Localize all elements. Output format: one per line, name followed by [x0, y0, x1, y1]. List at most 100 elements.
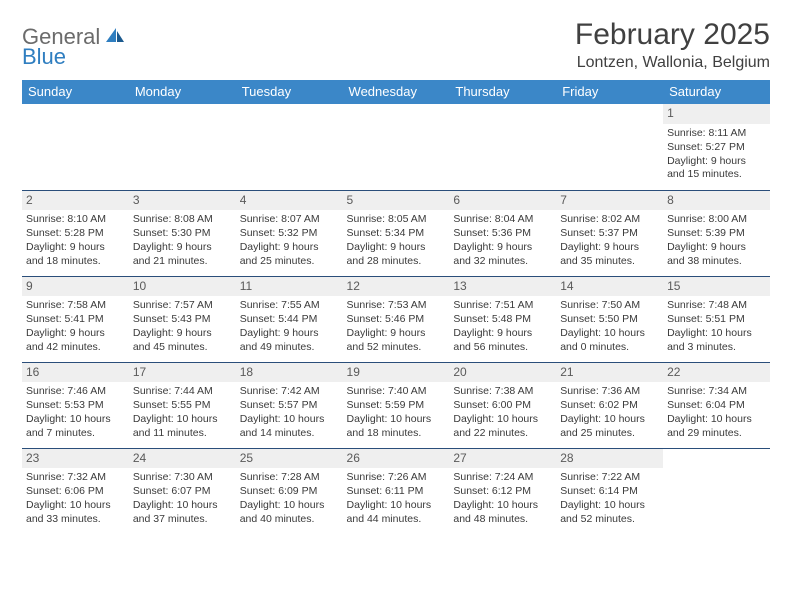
week-row: 1 Sunrise: 8:11 AMSunset: 5:27 PMDaylight…	[22, 104, 770, 190]
daylight-text: Daylight: 9 hours and 56 minutes.	[453, 327, 552, 355]
sunrise-text: Sunrise: 7:42 AM	[240, 385, 339, 399]
sunrise-text: Sunrise: 8:10 AM	[26, 213, 125, 227]
week-row: 23Sunrise: 7:32 AMSunset: 6:06 PMDayligh…	[22, 448, 770, 534]
sunset-text: Sunset: 5:27 PM	[667, 141, 766, 155]
daylight-text: Daylight: 10 hours and 48 minutes.	[453, 499, 552, 527]
daylight-text: Daylight: 10 hours and 22 minutes.	[453, 413, 552, 441]
weekday-header: Tuesday	[236, 80, 343, 104]
day-number: 18	[236, 363, 343, 383]
weekday-header-row: Sunday Monday Tuesday Wednesday Thursday…	[22, 80, 770, 104]
day-cell	[343, 104, 450, 190]
sunrise-text: Sunrise: 7:38 AM	[453, 385, 552, 399]
sunrise-text: Sunrise: 8:11 AM	[667, 127, 766, 141]
day-cell: 15Sunrise: 7:48 AMSunset: 5:51 PMDayligh…	[663, 276, 770, 362]
day-number: 21	[556, 363, 663, 383]
daylight-text: Daylight: 9 hours and 15 minutes.	[667, 155, 766, 183]
sunset-text: Sunset: 5:46 PM	[347, 313, 446, 327]
daylight-text: Daylight: 10 hours and 52 minutes.	[560, 499, 659, 527]
daylight-text: Daylight: 10 hours and 14 minutes.	[240, 413, 339, 441]
day-number: 16	[22, 363, 129, 383]
day-cell: 20Sunrise: 7:38 AMSunset: 6:00 PMDayligh…	[449, 362, 556, 448]
logo-sail-icon	[104, 26, 126, 49]
day-cell: 12Sunrise: 7:53 AMSunset: 5:46 PMDayligh…	[343, 276, 450, 362]
sunrise-text: Sunrise: 7:55 AM	[240, 299, 339, 313]
daylight-text: Daylight: 10 hours and 11 minutes.	[133, 413, 232, 441]
day-cell: 3Sunrise: 8:08 AMSunset: 5:30 PMDaylight…	[129, 190, 236, 276]
sunrise-text: Sunrise: 7:24 AM	[453, 471, 552, 485]
day-cell	[129, 104, 236, 190]
sunset-text: Sunset: 5:53 PM	[26, 399, 125, 413]
day-number: 4	[236, 191, 343, 211]
day-cell: 17Sunrise: 7:44 AMSunset: 5:55 PMDayligh…	[129, 362, 236, 448]
sunrise-text: Sunrise: 7:58 AM	[26, 299, 125, 313]
sunrise-text: Sunrise: 7:50 AM	[560, 299, 659, 313]
day-cell: 21Sunrise: 7:36 AMSunset: 6:02 PMDayligh…	[556, 362, 663, 448]
sunset-text: Sunset: 5:55 PM	[133, 399, 232, 413]
weekday-header: Sunday	[22, 80, 129, 104]
sunset-text: Sunset: 5:39 PM	[667, 227, 766, 241]
daylight-text: Daylight: 10 hours and 7 minutes.	[26, 413, 125, 441]
sunset-text: Sunset: 5:59 PM	[347, 399, 446, 413]
day-cell	[663, 448, 770, 534]
sunset-text: Sunset: 6:12 PM	[453, 485, 552, 499]
day-number: 22	[663, 363, 770, 383]
day-number: 3	[129, 191, 236, 211]
sunrise-text: Sunrise: 7:57 AM	[133, 299, 232, 313]
sunrise-text: Sunrise: 8:05 AM	[347, 213, 446, 227]
day-number: 11	[236, 277, 343, 297]
logo-text-blue: Blue	[22, 44, 66, 69]
day-cell: 10Sunrise: 7:57 AMSunset: 5:43 PMDayligh…	[129, 276, 236, 362]
day-number: 1	[663, 104, 770, 124]
sunrise-text: Sunrise: 8:08 AM	[133, 213, 232, 227]
sunset-text: Sunset: 5:41 PM	[26, 313, 125, 327]
day-number: 6	[449, 191, 556, 211]
weekday-header: Wednesday	[343, 80, 450, 104]
day-cell	[236, 104, 343, 190]
day-number: 27	[449, 449, 556, 469]
day-cell: 26Sunrise: 7:26 AMSunset: 6:11 PMDayligh…	[343, 448, 450, 534]
location: Lontzen, Wallonia, Belgium	[575, 54, 770, 72]
weekday-header: Friday	[556, 80, 663, 104]
day-cell: 14Sunrise: 7:50 AMSunset: 5:50 PMDayligh…	[556, 276, 663, 362]
sunrise-text: Sunrise: 8:07 AM	[240, 213, 339, 227]
day-cell: 1 Sunrise: 8:11 AMSunset: 5:27 PMDaylight…	[663, 104, 770, 190]
sunrise-text: Sunrise: 7:30 AM	[133, 471, 232, 485]
sunset-text: Sunset: 6:00 PM	[453, 399, 552, 413]
week-row: 2Sunrise: 8:10 AMSunset: 5:28 PMDaylight…	[22, 190, 770, 276]
sunset-text: Sunset: 5:37 PM	[560, 227, 659, 241]
sunset-text: Sunset: 6:11 PM	[347, 485, 446, 499]
day-number: 19	[343, 363, 450, 383]
day-number: 2	[22, 191, 129, 211]
sunset-text: Sunset: 5:34 PM	[347, 227, 446, 241]
day-cell: 6Sunrise: 8:04 AMSunset: 5:36 PMDaylight…	[449, 190, 556, 276]
daylight-text: Daylight: 10 hours and 3 minutes.	[667, 327, 766, 355]
month-title: February 2025	[575, 18, 770, 52]
day-number: 8	[663, 191, 770, 211]
day-number: 12	[343, 277, 450, 297]
sunrise-text: Sunrise: 7:28 AM	[240, 471, 339, 485]
day-number: 5	[343, 191, 450, 211]
day-number: 26	[343, 449, 450, 469]
sunrise-text: Sunrise: 8:00 AM	[667, 213, 766, 227]
title-block: February 2025 Lontzen, Wallonia, Belgium	[575, 18, 770, 72]
sunrise-text: Sunrise: 7:48 AM	[667, 299, 766, 313]
day-cell: 2Sunrise: 8:10 AMSunset: 5:28 PMDaylight…	[22, 190, 129, 276]
sunrise-text: Sunrise: 7:44 AM	[133, 385, 232, 399]
day-number: 14	[556, 277, 663, 297]
daylight-text: Daylight: 9 hours and 52 minutes.	[347, 327, 446, 355]
weekday-header: Monday	[129, 80, 236, 104]
day-cell: 13Sunrise: 7:51 AMSunset: 5:48 PMDayligh…	[449, 276, 556, 362]
daylight-text: Daylight: 9 hours and 18 minutes.	[26, 241, 125, 269]
week-row: 16Sunrise: 7:46 AMSunset: 5:53 PMDayligh…	[22, 362, 770, 448]
sunset-text: Sunset: 5:50 PM	[560, 313, 659, 327]
day-number: 24	[129, 449, 236, 469]
day-number: 9	[22, 277, 129, 297]
calendar-table: Sunday Monday Tuesday Wednesday Thursday…	[22, 80, 770, 534]
day-cell: 11Sunrise: 7:55 AMSunset: 5:44 PMDayligh…	[236, 276, 343, 362]
daylight-text: Daylight: 9 hours and 25 minutes.	[240, 241, 339, 269]
sunrise-text: Sunrise: 7:40 AM	[347, 385, 446, 399]
day-cell: 16Sunrise: 7:46 AMSunset: 5:53 PMDayligh…	[22, 362, 129, 448]
sunset-text: Sunset: 5:48 PM	[453, 313, 552, 327]
daylight-text: Daylight: 9 hours and 42 minutes.	[26, 327, 125, 355]
day-cell: 7Sunrise: 8:02 AMSunset: 5:37 PMDaylight…	[556, 190, 663, 276]
